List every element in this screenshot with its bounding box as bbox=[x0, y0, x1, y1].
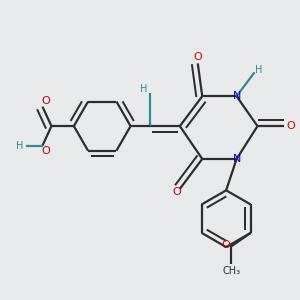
Text: O: O bbox=[194, 52, 202, 62]
Text: H: H bbox=[255, 65, 263, 75]
Text: O: O bbox=[41, 146, 50, 156]
Text: O: O bbox=[286, 121, 295, 131]
Text: H: H bbox=[140, 84, 148, 94]
Text: O: O bbox=[172, 187, 181, 197]
Text: N: N bbox=[232, 91, 241, 101]
Text: N: N bbox=[232, 154, 241, 164]
Text: CH₃: CH₃ bbox=[222, 266, 240, 276]
Text: O: O bbox=[41, 96, 50, 106]
Text: O: O bbox=[221, 240, 230, 250]
Text: H: H bbox=[16, 140, 23, 151]
